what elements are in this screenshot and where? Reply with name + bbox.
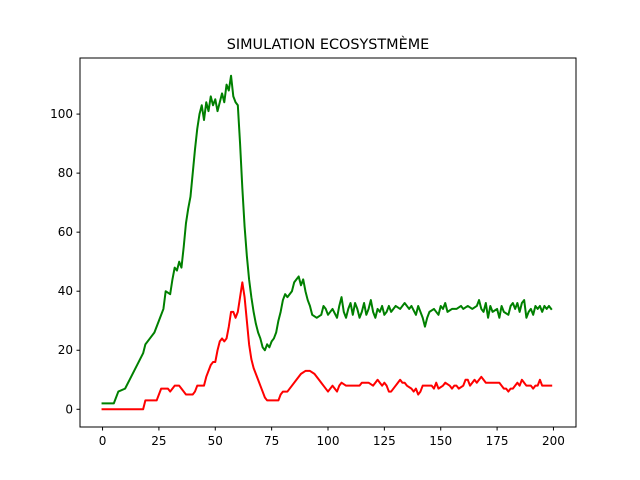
chart-title: SIMULATION ECOSYSTMÈME: [227, 36, 429, 53]
x-tick-label: 50: [208, 434, 223, 448]
y-tick-label: 60: [58, 225, 73, 239]
x-tick-label: 75: [264, 434, 279, 448]
y-tick-label: 80: [58, 166, 73, 180]
x-tick-label: 0: [99, 434, 107, 448]
x-tick-label: 175: [486, 434, 509, 448]
y-axis: 0 20 40 60 80 100: [50, 107, 80, 416]
series-line-2: [101, 281, 553, 411]
series-layer: [101, 74, 553, 411]
series-line-1: [101, 74, 553, 405]
x-tick-label: 25: [151, 434, 166, 448]
x-axis: 0 25 50 75 100 125 150 175 200: [99, 427, 565, 448]
y-tick-label: 100: [50, 107, 73, 121]
x-tick-label: 100: [317, 434, 340, 448]
plot-frame: [79, 57, 577, 428]
x-tick-label: 200: [542, 434, 565, 448]
y-tick-label: 40: [58, 284, 73, 298]
x-tick-label: 125: [373, 434, 396, 448]
x-tick-label: 150: [429, 434, 452, 448]
y-tick-label: 20: [58, 343, 73, 357]
y-tick-label: 0: [65, 402, 73, 416]
